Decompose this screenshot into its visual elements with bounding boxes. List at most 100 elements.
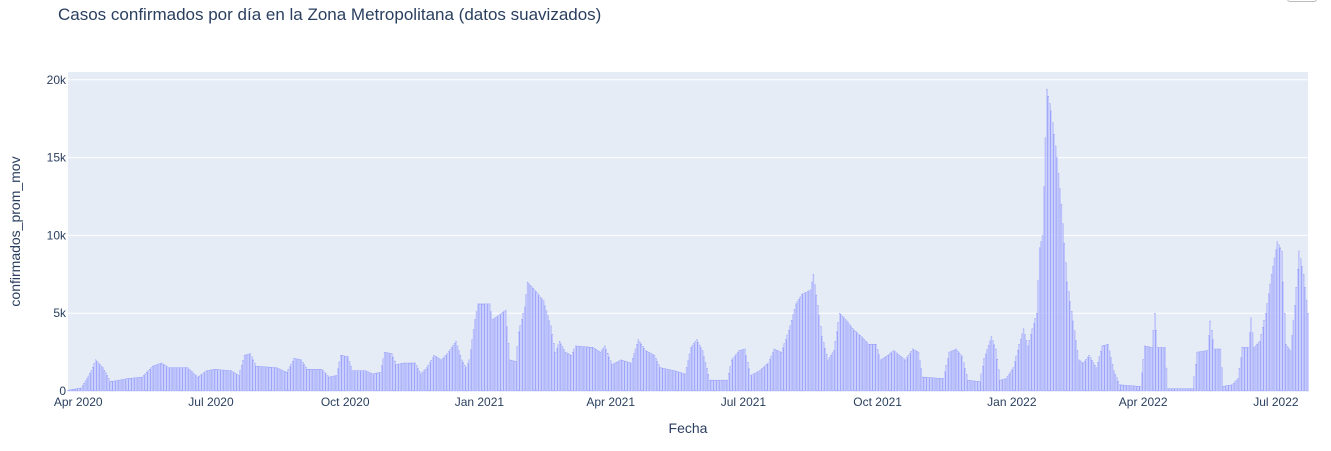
bar — [122, 380, 123, 391]
bar — [943, 379, 944, 391]
bar — [898, 354, 899, 391]
bar — [679, 372, 680, 391]
bar — [359, 371, 360, 391]
bar — [1080, 361, 1081, 391]
bar — [485, 304, 486, 391]
bar — [81, 388, 82, 391]
bar — [921, 369, 922, 391]
bar — [278, 368, 279, 391]
bar — [406, 363, 407, 391]
bar — [130, 378, 131, 391]
bar — [247, 354, 248, 391]
bar — [340, 355, 341, 391]
bar — [842, 316, 843, 391]
bar — [219, 370, 220, 391]
bar — [1254, 347, 1255, 391]
bar — [988, 345, 989, 391]
bar — [806, 292, 807, 391]
bar — [635, 349, 636, 391]
bar — [715, 380, 716, 391]
bar — [1236, 380, 1237, 391]
bar — [873, 344, 874, 391]
bar — [216, 369, 217, 391]
bar — [962, 357, 963, 391]
bar — [610, 361, 611, 391]
bar — [758, 372, 759, 391]
bar — [548, 316, 549, 391]
bar — [97, 361, 98, 391]
bar — [998, 370, 999, 391]
bar — [885, 357, 886, 391]
bar — [461, 360, 462, 391]
bar — [138, 377, 139, 391]
bar — [664, 369, 665, 391]
bar — [886, 356, 887, 391]
bar — [626, 362, 627, 391]
bar — [164, 365, 165, 391]
bar — [976, 381, 977, 391]
bar — [431, 360, 432, 391]
bar — [281, 370, 282, 391]
bar — [1020, 339, 1021, 391]
bar — [270, 367, 271, 391]
bar — [972, 381, 973, 391]
bar — [279, 369, 280, 391]
bar — [974, 381, 975, 391]
bar — [698, 342, 699, 391]
bar — [301, 360, 302, 391]
bar — [454, 343, 455, 391]
bar — [496, 317, 497, 391]
bar — [814, 285, 815, 391]
bar — [585, 347, 586, 391]
bar — [639, 342, 640, 391]
bar — [1000, 380, 1001, 391]
bar — [136, 378, 137, 391]
bar — [905, 360, 906, 391]
bar — [638, 340, 639, 391]
bar — [1029, 340, 1030, 391]
bar — [1087, 357, 1088, 391]
bar — [298, 359, 299, 391]
bar — [111, 381, 112, 391]
bar — [1058, 173, 1059, 391]
bar — [669, 370, 670, 391]
bar — [339, 362, 340, 391]
bar — [84, 383, 85, 391]
bar — [254, 363, 255, 391]
bar — [1223, 386, 1224, 391]
bar — [657, 361, 658, 391]
bar — [186, 368, 187, 391]
bar — [797, 302, 798, 391]
bar — [337, 369, 338, 391]
bar — [733, 358, 734, 391]
bar — [874, 344, 875, 391]
bar — [692, 345, 693, 391]
bar — [858, 334, 859, 391]
bar — [690, 347, 691, 391]
bar — [723, 380, 724, 391]
bar — [397, 364, 398, 391]
bar — [133, 378, 134, 391]
bar — [550, 326, 551, 391]
bar — [949, 352, 950, 391]
bar — [782, 348, 783, 391]
bar — [1077, 350, 1078, 391]
bar — [403, 363, 404, 391]
bar — [1141, 373, 1142, 391]
bar — [1100, 351, 1101, 391]
bar — [688, 361, 689, 391]
bar — [769, 359, 770, 391]
bar — [552, 334, 553, 391]
bar — [728, 373, 729, 391]
bar — [407, 363, 408, 391]
bar — [221, 370, 222, 391]
bar — [120, 380, 121, 391]
bar — [1222, 368, 1223, 391]
bar — [670, 370, 671, 391]
bar — [1255, 346, 1256, 391]
bar — [718, 380, 719, 391]
bar — [747, 362, 748, 391]
bar — [225, 370, 226, 391]
bar — [101, 366, 102, 391]
bar — [464, 365, 465, 391]
